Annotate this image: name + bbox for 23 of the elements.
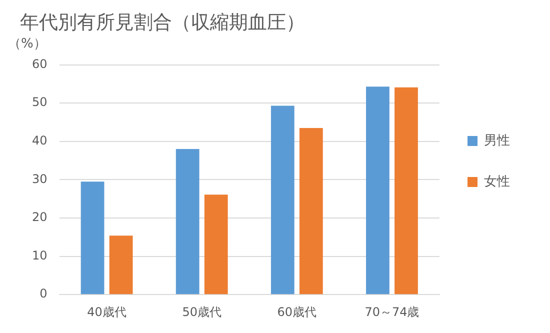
bar <box>366 86 390 294</box>
y-tick-label: 10 <box>32 248 48 262</box>
y-tick-label: 0 <box>40 286 48 301</box>
y-tick-label: 50 <box>32 95 48 110</box>
y-tick-label: 20 <box>32 210 48 224</box>
x-tick-label: 70～74歳 <box>364 304 420 319</box>
bar <box>176 149 200 294</box>
y-tick-label: 40 <box>32 134 48 148</box>
x-tick-label: 40歳代 <box>87 304 126 319</box>
x-tick-label: 50歳代 <box>182 304 222 319</box>
bar <box>204 194 228 294</box>
legend-label: 女性 <box>484 174 510 190</box>
y-tick-label: 60 <box>32 56 48 71</box>
bar <box>270 106 294 294</box>
y-axis-title: （%） <box>8 36 46 52</box>
y-tick-label: 30 <box>32 172 48 186</box>
bar <box>80 182 104 294</box>
x-tick-label: 60歳代 <box>277 304 317 319</box>
legend-label: 男性 <box>484 133 510 148</box>
bar <box>299 128 323 294</box>
bar <box>109 236 133 294</box>
chart-title: 年代別有所見割合（収縮期血圧） <box>20 11 305 34</box>
bar <box>394 87 418 294</box>
